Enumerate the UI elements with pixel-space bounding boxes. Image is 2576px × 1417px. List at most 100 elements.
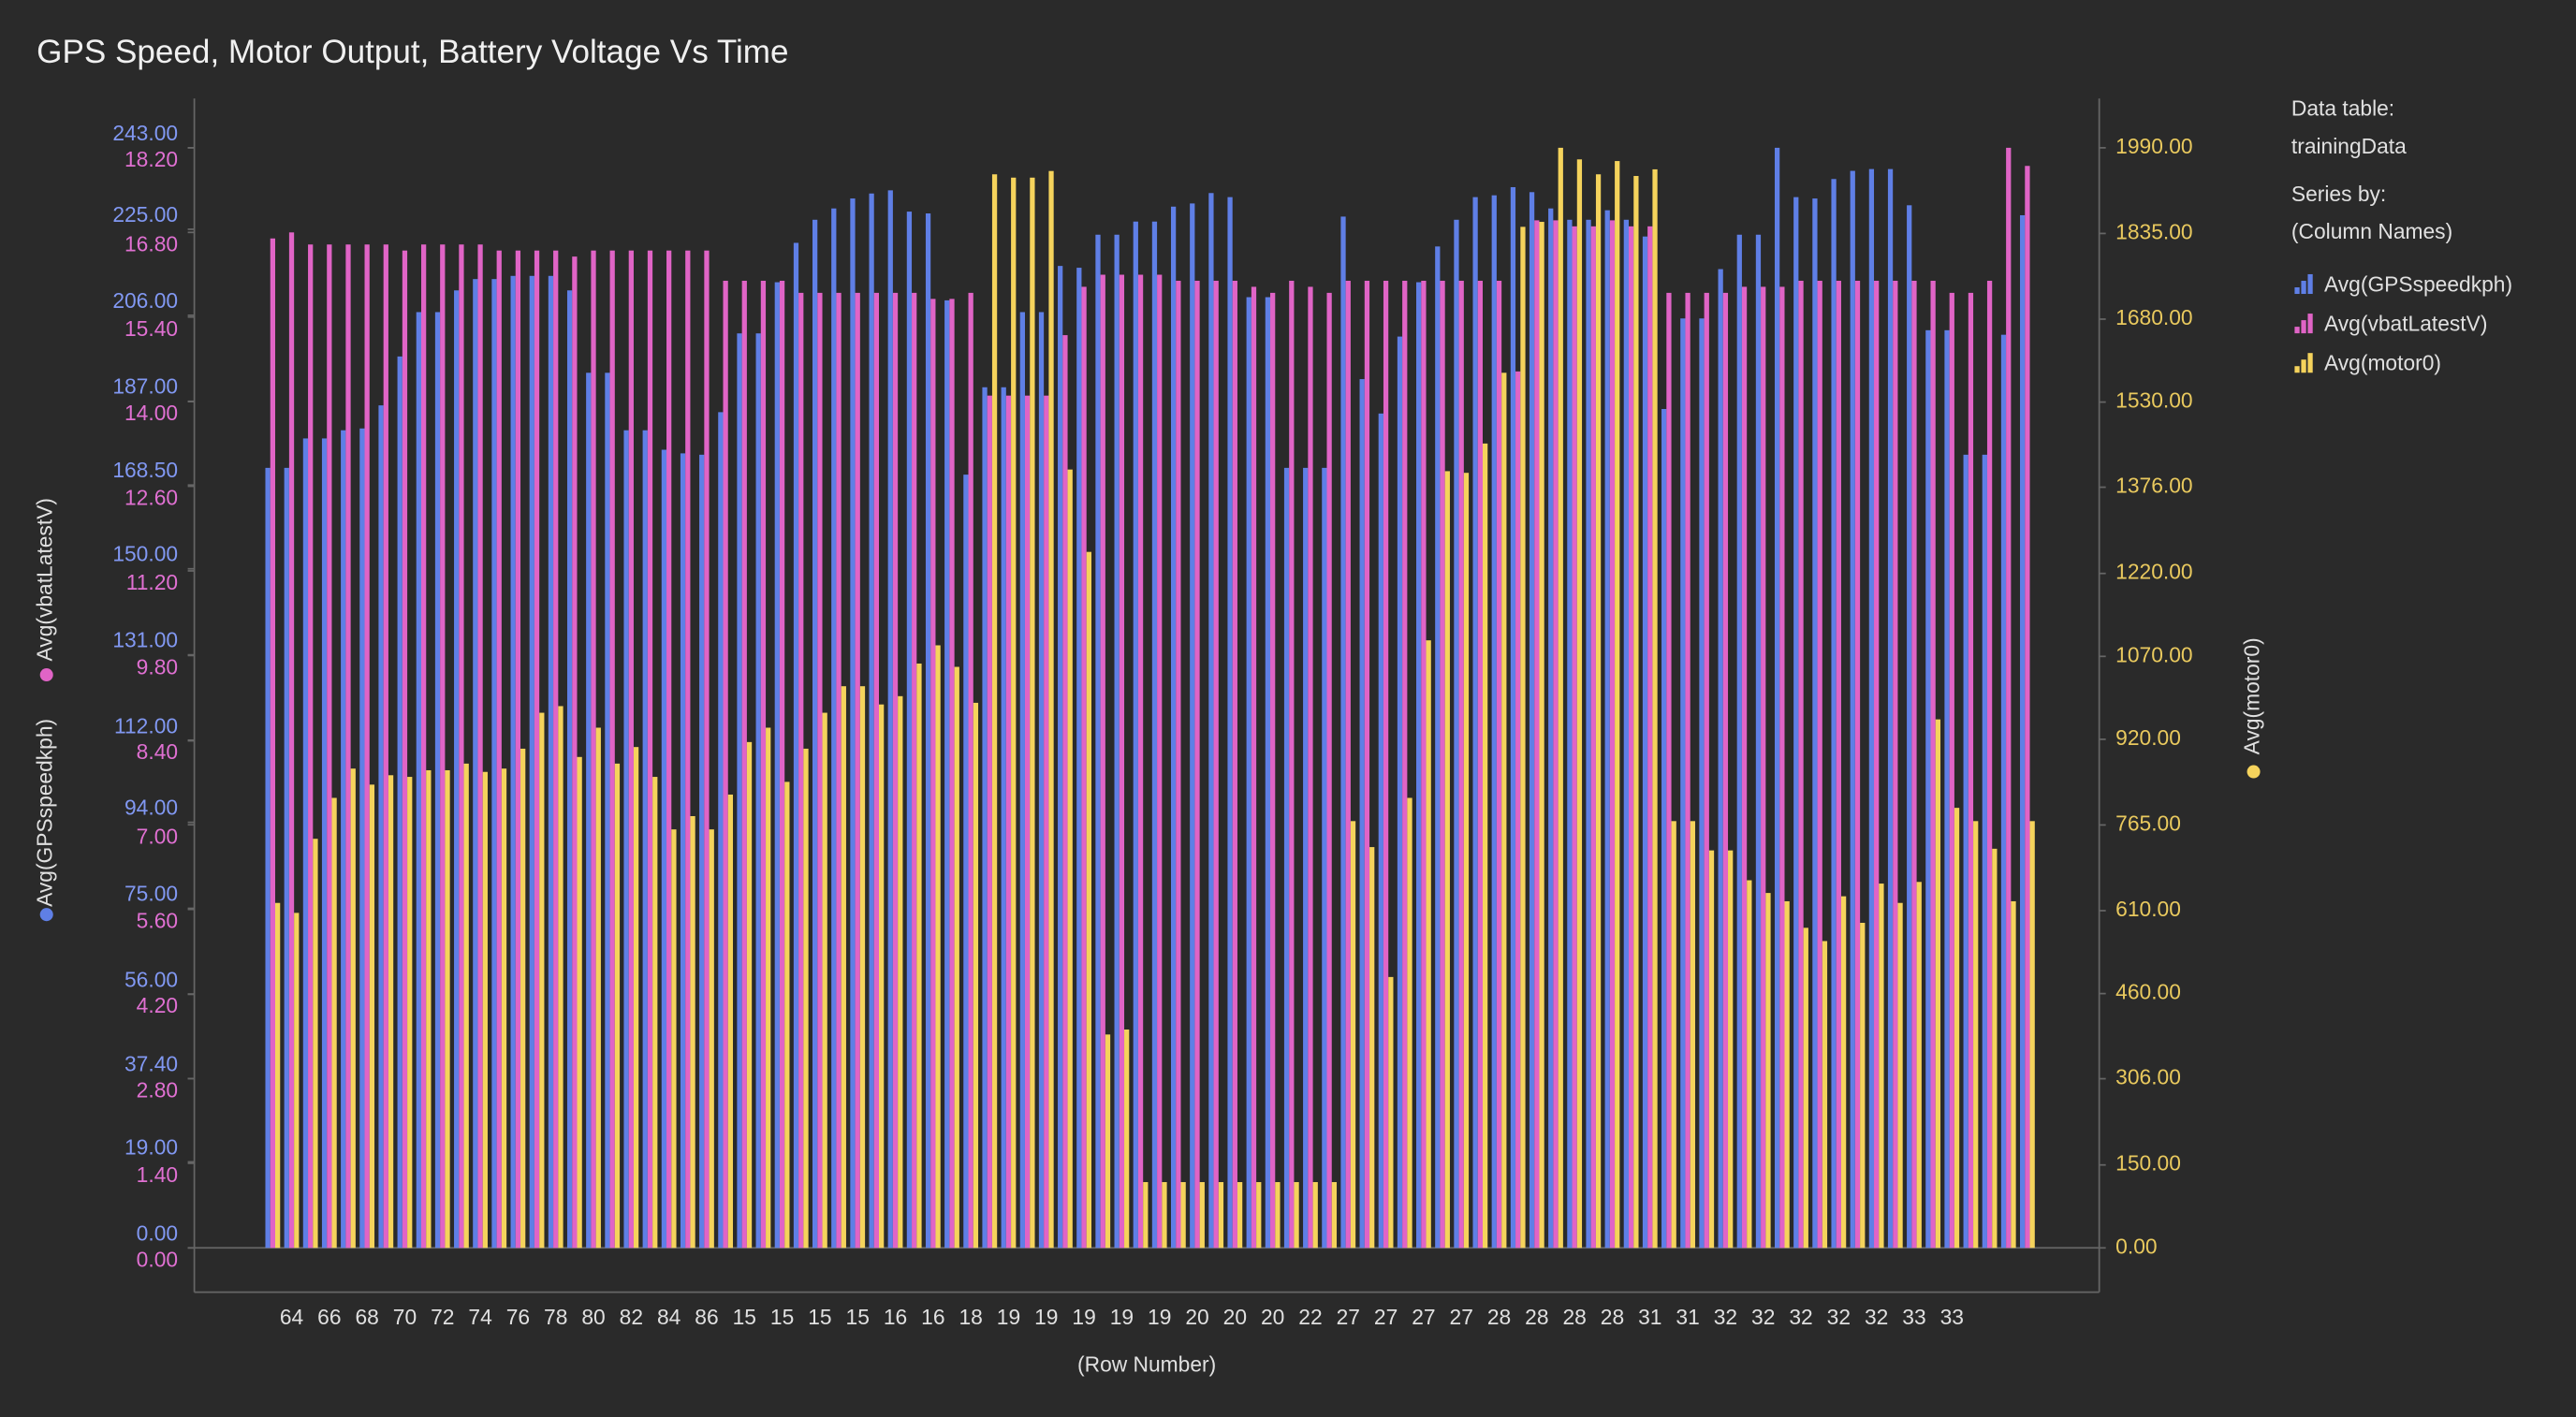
bar: [1954, 808, 1960, 1249]
y-tick-label: 19.00: [124, 1134, 178, 1159]
bar: [1024, 395, 1031, 1249]
x-tick-label: 20: [1185, 1305, 1208, 1329]
bar: [1208, 193, 1214, 1249]
bar: [1289, 280, 1295, 1249]
bar: [1944, 329, 1950, 1249]
y-tick-label: 112.00: [114, 714, 178, 738]
bar: [1590, 226, 1596, 1249]
bar: [685, 250, 691, 1249]
x-tick-label: 32: [1751, 1305, 1775, 1329]
bar: [529, 275, 534, 1249]
bar: [1294, 1182, 1299, 1249]
bar: [1652, 168, 1658, 1249]
bar: [586, 373, 592, 1249]
x-tick-label: 19: [1034, 1305, 1058, 1329]
x-tick-label: 72: [431, 1305, 454, 1329]
bar: [1458, 280, 1464, 1249]
bar: [1893, 280, 1898, 1249]
bar: [1331, 1182, 1338, 1249]
x-tick-label: 15: [733, 1305, 756, 1329]
bar: [1992, 848, 1998, 1249]
bar: [1576, 159, 1583, 1249]
bar: [572, 256, 578, 1249]
bar: [855, 292, 860, 1249]
bar: [737, 333, 742, 1249]
bar: [666, 250, 672, 1249]
bar: [1704, 292, 1709, 1249]
x-tick-label: 15: [770, 1305, 794, 1329]
bar: [925, 213, 931, 1249]
bar: [1114, 234, 1120, 1249]
y2-tick-label: 0.00: [137, 1247, 178, 1271]
bar: [1491, 195, 1497, 1249]
bar: [1227, 197, 1233, 1249]
bar: [661, 449, 667, 1249]
bar: [609, 250, 615, 1249]
y3-axis-dot: [2247, 765, 2261, 779]
bar: [1774, 147, 1780, 1249]
bar: [1604, 210, 1610, 1249]
bar: [1741, 286, 1748, 1249]
x-tick-label: 27: [1450, 1305, 1473, 1329]
y3-tick-label: 1530.00: [2115, 388, 2192, 413]
bar: [1312, 1182, 1318, 1249]
bar: [2020, 214, 2026, 1249]
bar: [473, 279, 478, 1249]
bar: [1105, 1034, 1111, 1249]
bar: [1803, 928, 1808, 1249]
y-axis-dot: [39, 908, 53, 922]
bar: [1322, 467, 1327, 1249]
y2-tick-label: 1.40: [137, 1162, 178, 1187]
bar: [482, 771, 488, 1249]
y2-tick-label: 5.60: [137, 909, 178, 933]
bar: [949, 299, 955, 1249]
y3-tick-label: 765.00: [2115, 811, 2181, 835]
bar: [378, 405, 384, 1249]
x-tick-label: 32: [1865, 1305, 1888, 1329]
legend-icon: [2307, 353, 2313, 373]
bar: [1647, 226, 1653, 1249]
y-tick-label: 37.40: [124, 1051, 178, 1075]
x-tick-label: 16: [884, 1305, 907, 1329]
bar: [331, 797, 337, 1249]
legend-icon: [2294, 366, 2300, 373]
x-tick-label: 19: [1148, 1305, 1171, 1329]
bar: [1747, 880, 1752, 1249]
bar: [1030, 177, 1035, 1249]
x-tick-label: 32: [1789, 1305, 1812, 1329]
bar: [1170, 206, 1177, 1249]
bar: [1690, 821, 1695, 1249]
y2-tick-label: 8.40: [137, 739, 178, 764]
x-tick-label: 20: [1261, 1305, 1284, 1329]
x-tick-label: 19: [997, 1305, 1020, 1329]
y-tick-label: 187.00: [112, 374, 178, 399]
x-tick-label: 28: [1525, 1305, 1548, 1329]
bar: [671, 829, 677, 1249]
bar: [1840, 896, 1847, 1249]
bar: [1628, 226, 1634, 1249]
bar: [1001, 387, 1006, 1249]
bar: [741, 280, 747, 1249]
y-tick-label: 0.00: [137, 1220, 178, 1245]
bar: [680, 453, 686, 1249]
bar: [2025, 166, 2030, 1249]
x-tick-label: 32: [1827, 1305, 1851, 1329]
bar: [1483, 443, 1488, 1249]
bar: [1907, 205, 1912, 1249]
x-tick-label: 28: [1562, 1305, 1586, 1329]
bar: [407, 777, 413, 1249]
bar: [591, 250, 596, 1249]
x-tick-label: 70: [393, 1305, 417, 1329]
x-tick-label: 31: [1638, 1305, 1661, 1329]
bar: [1501, 373, 1507, 1249]
bar: [642, 430, 648, 1249]
bar: [420, 244, 427, 1249]
bar: [1157, 274, 1163, 1249]
bar: [1761, 286, 1766, 1249]
bar: [1553, 220, 1559, 1249]
bar: [1633, 176, 1639, 1249]
bar: [1133, 221, 1138, 1249]
bar: [1567, 219, 1573, 1249]
bar: [265, 467, 271, 1249]
